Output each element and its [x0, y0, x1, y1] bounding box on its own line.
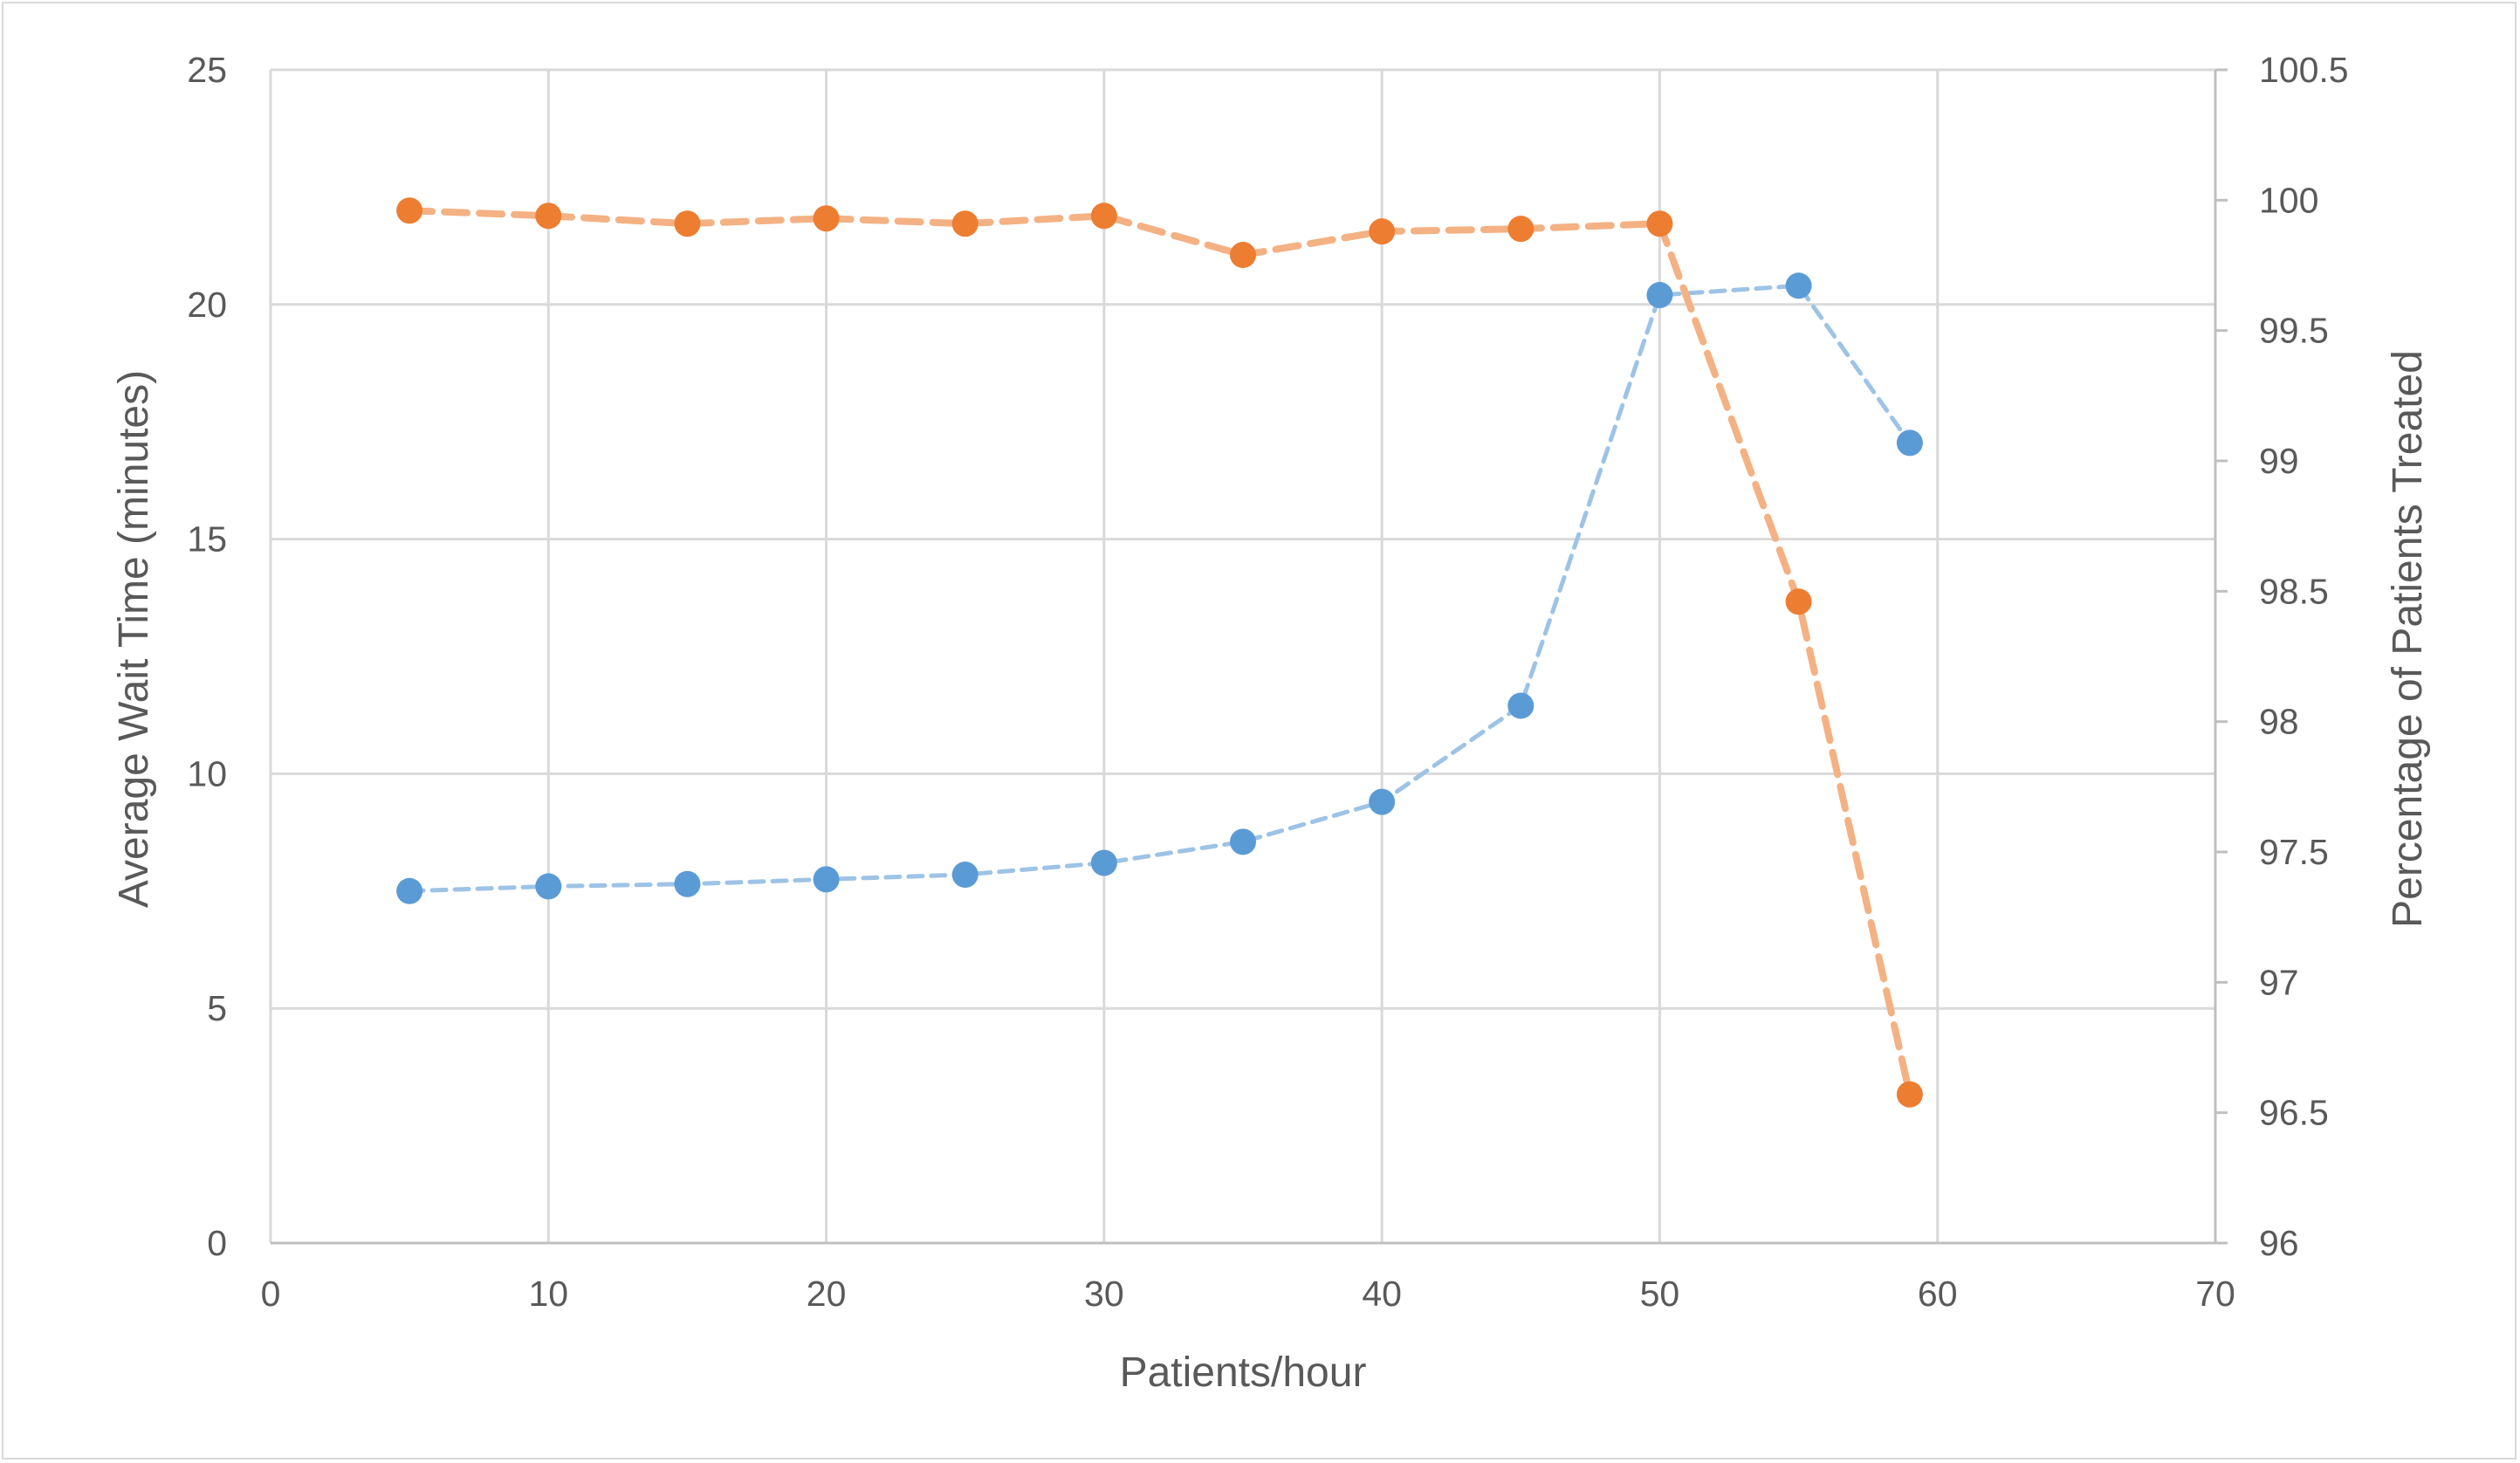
- x-axis-title: Patients/hour: [1120, 1350, 1367, 1396]
- series-1-point: [951, 861, 978, 888]
- y-tick-label: 0: [207, 1223, 227, 1263]
- series-1-point: [813, 866, 840, 893]
- chart-svg: Patients/hour Average Wait Time (minutes…: [111, 50, 2431, 1396]
- series-1-point: [1507, 692, 1535, 719]
- x-tick-label: 30: [1084, 1274, 1124, 1314]
- series-2-line: [406, 207, 1913, 1098]
- y2-tick-label: 97: [2259, 962, 2299, 1002]
- series-1-point: [1896, 429, 1923, 457]
- x-tick-label: 60: [1918, 1274, 1958, 1314]
- series-2-point: [396, 197, 423, 224]
- series-1-point: [535, 873, 562, 900]
- y2-tick-label: 97.5: [2259, 832, 2329, 872]
- x-tick-label: 40: [1362, 1274, 1402, 1314]
- series-2-point: [1896, 1081, 1923, 1108]
- series-2-point: [674, 210, 701, 237]
- series-2-point: [1230, 242, 1256, 269]
- x-tick-label: 0: [261, 1274, 281, 1314]
- series-2-point: [1369, 218, 1396, 245]
- series-1-point: [1646, 282, 1673, 309]
- x-tick-label: 20: [807, 1274, 847, 1314]
- labels-layer: Patients/hour Average Wait Time (minutes…: [111, 50, 2431, 1396]
- x-tick-label: 50: [1640, 1274, 1680, 1314]
- series-1-point: [674, 870, 701, 897]
- y-tick-label: 15: [187, 519, 227, 560]
- y2-axis-title: Percentage of Patients Treated: [2385, 350, 2431, 928]
- series-1-point: [1369, 788, 1396, 815]
- series-1-line: [407, 283, 1912, 894]
- y2-tick-label: 99.5: [2259, 311, 2329, 351]
- x-tick-label: 10: [528, 1274, 568, 1314]
- y2-tick-label: 100.5: [2259, 50, 2349, 90]
- y2-tick-label: 96.5: [2259, 1093, 2329, 1133]
- y2-tick-label: 96: [2259, 1223, 2299, 1263]
- series-2-point: [1507, 216, 1535, 243]
- y-tick-label: 10: [187, 753, 227, 793]
- series-2-point: [1785, 588, 1812, 615]
- y-axis-title: Average Wait Time (minutes): [111, 370, 157, 908]
- series-2-point: [813, 205, 840, 232]
- series-1-point: [1090, 849, 1117, 876]
- y2-tick-label: 99: [2259, 441, 2299, 481]
- series-1-point: [1785, 272, 1812, 299]
- y-tick-label: 25: [187, 50, 227, 90]
- y2-tick-label: 98: [2259, 702, 2299, 742]
- series-layer: [396, 197, 1923, 1108]
- y-tick-label: 5: [207, 988, 227, 1028]
- y-tick-label: 20: [187, 285, 227, 325]
- series-2-point: [1090, 203, 1117, 230]
- axes-layer: [271, 68, 2228, 1245]
- series-2-point: [951, 210, 978, 237]
- y2-tick-label: 98.5: [2259, 571, 2329, 611]
- series-1-point: [396, 877, 423, 904]
- y2-tick-label: 100: [2259, 180, 2318, 220]
- series-2-point: [535, 203, 562, 230]
- x-tick-label: 70: [2195, 1274, 2235, 1314]
- series-2-point: [1646, 210, 1673, 237]
- series-1-point: [1230, 828, 1256, 855]
